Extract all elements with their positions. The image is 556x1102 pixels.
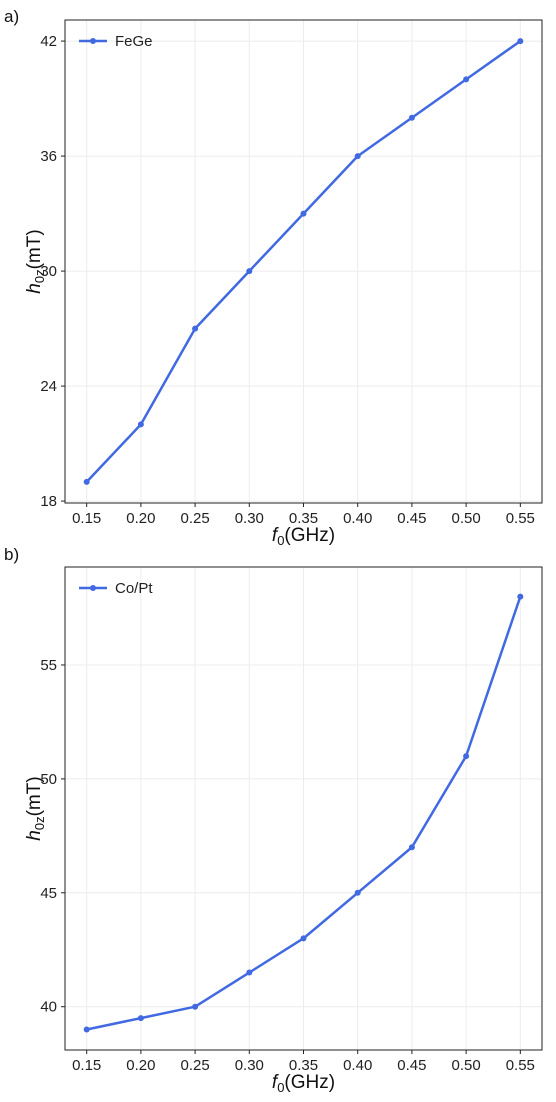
x-tick-label: 0.25 [180,510,209,527]
data-point [300,210,307,217]
data-point [137,421,144,428]
data-point [517,593,524,600]
panel-label: a) [4,7,19,26]
y-tick-label: 36 [40,148,57,165]
x-tick-label: 0.45 [397,1057,426,1074]
legend-entry: Co/Pt [115,580,153,597]
x-tick-label: 0.25 [180,1057,209,1074]
data-point [300,935,307,942]
x-tick-label: 0.50 [452,1057,481,1074]
x-tick-label: 0.20 [126,510,155,527]
x-tick-label: 0.30 [235,510,264,527]
panel-label: b) [4,545,19,564]
x-axis-label: f0(GHz) [272,1072,335,1095]
legend: FeGe [79,33,153,50]
data-point [137,1015,144,1022]
y-tick-label: 45 [40,885,57,902]
x-tick-label: 0.50 [452,510,481,527]
data-point [246,268,253,275]
x-tick-label: 0.35 [289,510,318,527]
data-point [83,478,90,485]
data-point [408,114,415,121]
legend: Co/Pt [79,580,153,597]
legend-entry: FeGe [115,33,153,50]
x-axis-label: f0(GHz) [272,525,335,548]
x-tick-label: 0.20 [126,1057,155,1074]
data-point [354,153,361,160]
y-axis-label: h0z(mT) [24,229,47,293]
y-tick-label: 18 [40,493,57,510]
x-tick-label: 0.40 [343,510,372,527]
data-point [83,1026,90,1033]
x-tick-label: 0.15 [72,1057,101,1074]
y-tick-label: 40 [40,999,57,1016]
y-tick-label: 24 [40,378,57,395]
y-axis-label: h0z(mT) [24,776,47,840]
data-point [192,1003,199,1010]
x-tick-label: 0.45 [397,510,426,527]
x-tick-label: 0.55 [506,1057,535,1074]
y-tick-label: 50 [40,771,57,788]
data-point [517,38,524,45]
y-tick-label: 55 [40,657,57,674]
legend-marker [90,38,96,44]
x-tick-label: 0.15 [72,510,101,527]
x-tick-label: 0.40 [343,1057,372,1074]
y-tick-label: 30 [40,263,57,280]
x-tick-label: 0.55 [506,510,535,527]
y-tick-label: 42 [40,33,57,50]
data-point [408,844,415,851]
chart-panel-a: a) 0.15 0.20 0.25 0.30 0.35 0.40 0.45 0.50 0.55 18… [4,7,543,548]
data-point [192,325,199,332]
grid [65,20,542,503]
x-tick-label: 0.35 [289,1057,318,1074]
data-point [463,753,470,760]
x-tick-label: 0.30 [235,1057,264,1074]
legend-marker [90,585,96,591]
data-point [463,76,470,83]
chart-panel-b: b) 0.15 0.20 0.25 0.30 0.35 0.40 0.45 0.50 0.55 40… [4,545,543,1095]
grid [65,567,542,1050]
data-point [246,969,253,976]
data-point [354,889,361,896]
